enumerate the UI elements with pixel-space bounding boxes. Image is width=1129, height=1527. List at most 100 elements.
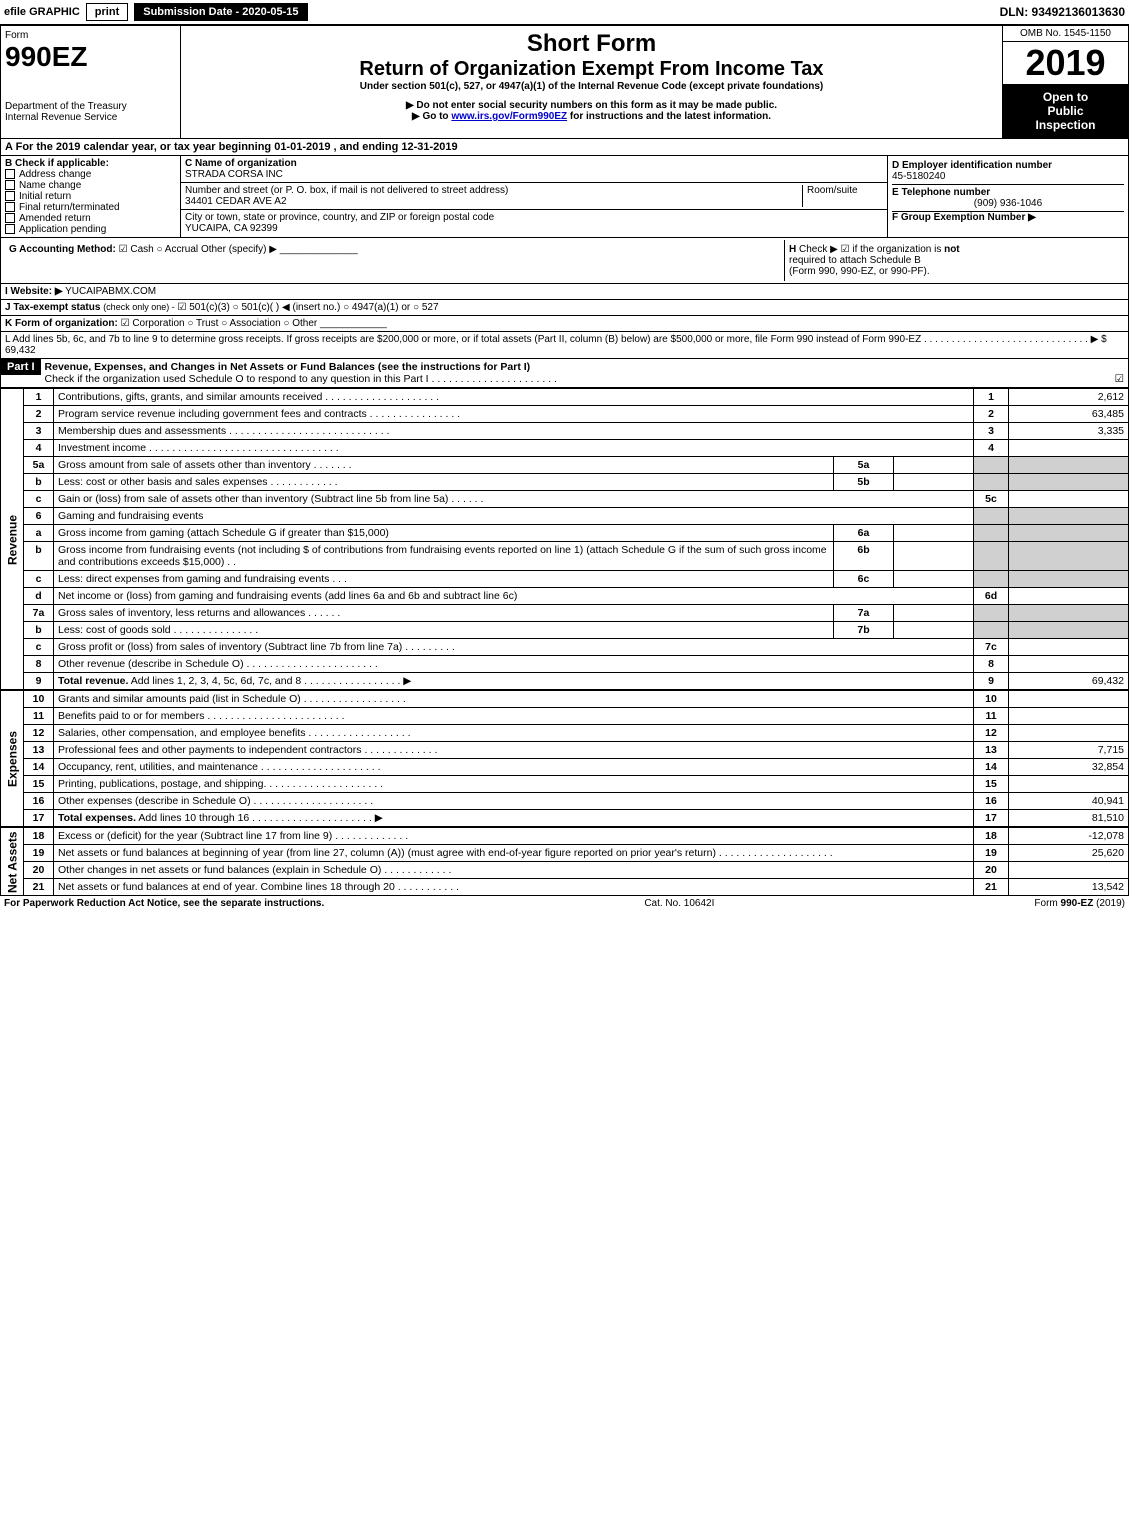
table-row: 12Salaries, other compensation, and empl…	[1, 725, 1129, 742]
line-num: b	[24, 474, 54, 491]
ck-address-change[interactable]	[5, 169, 15, 179]
sub-amt	[894, 571, 974, 588]
amt	[1009, 776, 1129, 793]
table-row: 16Other expenses (describe in Schedule O…	[1, 793, 1129, 810]
line-no: 8	[974, 656, 1009, 673]
ein-value: 45-5180240	[892, 171, 1124, 182]
k-assoc: Association	[230, 318, 281, 329]
opt-name: Name change	[19, 180, 81, 191]
k-other-icon: ○	[283, 318, 289, 329]
part1-check-icon: ☑	[1115, 373, 1124, 385]
line-num: c	[24, 491, 54, 508]
table-row: bLess: cost of goods sold . . . . . . . …	[1, 622, 1129, 639]
short-form-title: Short Form	[185, 30, 998, 58]
line-num: c	[24, 571, 54, 588]
j-o2: 501(c)( )	[241, 302, 279, 313]
line-no: 15	[974, 776, 1009, 793]
g-cash: Cash	[130, 244, 153, 255]
ck-name-change[interactable]	[5, 180, 15, 190]
street-label: Number and street (or P. O. box, if mail…	[185, 185, 798, 196]
j-label: J Tax-exempt status	[5, 302, 100, 313]
line-num: 18	[24, 828, 54, 845]
b-checkboxes: B Check if applicable: Address change Na…	[1, 156, 181, 237]
line-num: 8	[24, 656, 54, 673]
line-l: L Add lines 5b, 6c, and 7b to line 9 to …	[0, 332, 1129, 359]
amt: -12,078	[1009, 828, 1129, 845]
line-no: 10	[974, 691, 1009, 708]
footer-left: For Paperwork Reduction Act Notice, see …	[4, 898, 324, 909]
line-k: K Form of organization: ☑ Corporation ○ …	[0, 316, 1129, 332]
return-title: Return of Organization Exempt From Incom…	[185, 58, 998, 81]
table-row: 8Other revenue (describe in Schedule O) …	[1, 656, 1129, 673]
table-row: aGross income from gaming (attach Schedu…	[1, 525, 1129, 542]
opt-final: Final return/terminated	[19, 202, 120, 213]
h-t3: required to attach Schedule B	[789, 255, 921, 266]
line-no-shade	[974, 571, 1009, 588]
line-no: 3	[974, 423, 1009, 440]
print-button[interactable]: print	[86, 3, 128, 21]
table-row: 15Printing, publications, postage, and s…	[1, 776, 1129, 793]
submission-date-badge: Submission Date - 2020-05-15	[134, 3, 307, 21]
sub-line-no: 7b	[834, 622, 894, 639]
line-num: 20	[24, 862, 54, 879]
ck-initial-return[interactable]	[5, 191, 15, 201]
table-row: 7aGross sales of inventory, less returns…	[1, 605, 1129, 622]
j-o2b: ◀ (insert no.)	[282, 302, 340, 313]
tax-year: 2019	[1003, 42, 1128, 84]
line-no: 19	[974, 845, 1009, 862]
h-checkbox-icon: ☑	[841, 244, 850, 255]
revenue-table: Revenue1Contributions, gifts, grants, an…	[0, 388, 1129, 690]
h-t2: if the organization is	[852, 244, 944, 255]
ck-amended[interactable]	[5, 213, 15, 223]
f-label: F Group Exemption Number ▶	[892, 212, 1124, 223]
table-row: Revenue1Contributions, gifts, grants, an…	[1, 389, 1129, 406]
line-desc: Gross income from gaming (attach Schedul…	[54, 525, 834, 542]
ck-final-return[interactable]	[5, 202, 15, 212]
line-desc: Gross income from fundraising events (no…	[54, 542, 834, 571]
line-no: 20	[974, 862, 1009, 879]
line-num: 2	[24, 406, 54, 423]
line-desc: Professional fees and other payments to …	[54, 742, 974, 759]
line-g-h: G Accounting Method: ☑ Cash ○ Accrual Ot…	[0, 238, 1129, 284]
line-desc: Less: cost or other basis and sales expe…	[54, 474, 834, 491]
opt-pending: Application pending	[19, 224, 106, 235]
sub-amt	[894, 622, 974, 639]
line-num: 1	[24, 389, 54, 406]
street-value: 34401 CEDAR AVE A2	[185, 196, 798, 207]
line-no: 21	[974, 879, 1009, 896]
line-no-shade	[974, 542, 1009, 571]
section-label: Expenses	[1, 691, 24, 827]
amt-shade	[1009, 622, 1129, 639]
j-527-icon: ○	[413, 302, 419, 313]
line-desc: Gaming and fundraising events	[54, 508, 974, 525]
line-no-shade	[974, 508, 1009, 525]
line-no-shade	[974, 622, 1009, 639]
line-no: 18	[974, 828, 1009, 845]
ck-pending[interactable]	[5, 224, 15, 234]
line-desc: Other expenses (describe in Schedule O) …	[54, 793, 974, 810]
line-no: 7c	[974, 639, 1009, 656]
line-desc: Occupancy, rent, utilities, and maintena…	[54, 759, 974, 776]
line-desc: Printing, publications, postage, and shi…	[54, 776, 974, 793]
k-trust: Trust	[196, 318, 218, 329]
amt-shade	[1009, 571, 1129, 588]
line-no: 9	[974, 673, 1009, 690]
amt: 2,612	[1009, 389, 1129, 406]
line-desc: Program service revenue including govern…	[54, 406, 974, 423]
line-no: 6d	[974, 588, 1009, 605]
line-no-shade	[974, 525, 1009, 542]
line-no: 14	[974, 759, 1009, 776]
sub-line-no: 6a	[834, 525, 894, 542]
open2: Public	[1009, 104, 1122, 118]
footer-mid: Cat. No. 10642I	[644, 898, 714, 909]
ck-accrual-icon: ○	[157, 244, 163, 255]
table-row: Expenses10Grants and similar amounts pai…	[1, 691, 1129, 708]
line-num: 12	[24, 725, 54, 742]
website-value: YUCAIPABMX.COM	[65, 286, 156, 297]
footer-right: Form 990-EZ (2019)	[1034, 898, 1125, 909]
line-desc: Gross profit or (loss) from sales of inv…	[54, 639, 974, 656]
irs-link[interactable]: www.irs.gov/Form990EZ	[451, 111, 567, 122]
amt: 25,620	[1009, 845, 1129, 862]
line-a: A For the 2019 calendar year, or tax yea…	[0, 139, 1129, 156]
line-desc: Contributions, gifts, grants, and simila…	[54, 389, 974, 406]
